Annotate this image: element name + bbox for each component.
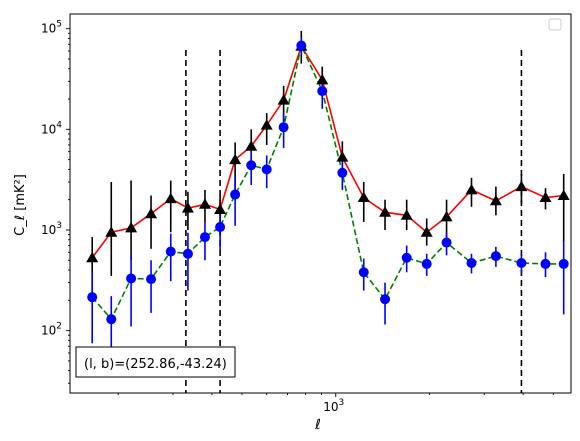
circle-marker: [126, 273, 137, 284]
circle-marker: [466, 257, 477, 268]
annotation-text: (l, b)=(252.86,-43.24): [84, 357, 227, 372]
circle-marker: [441, 237, 452, 248]
triangle-marker: [245, 140, 258, 151]
triangle-marker: [181, 202, 194, 213]
triangle-marker: [465, 183, 478, 195]
triangle-marker: [145, 207, 158, 219]
y-tick-label: 105: [41, 20, 62, 36]
circle-marker: [540, 258, 551, 269]
triangle-marker: [539, 191, 552, 203]
circle-marker: [246, 160, 257, 171]
triangle-marker: [557, 189, 570, 201]
triangle-marker: [198, 198, 211, 209]
triangle-marker: [357, 191, 370, 203]
circle-marker: [215, 222, 226, 233]
triangle-marker: [277, 94, 290, 105]
circle-marker: [337, 167, 348, 178]
y-tick-label: 102: [41, 322, 62, 338]
triangle-marker: [336, 151, 349, 162]
axes: [69, 13, 572, 394]
data-markers: [86, 40, 570, 325]
triangle-marker: [420, 226, 433, 237]
circle-marker: [558, 258, 569, 269]
circle-marker: [401, 252, 412, 263]
circle-marker: [230, 189, 241, 200]
triangle-marker: [164, 192, 177, 204]
circle-marker: [199, 232, 210, 243]
triangle-marker: [125, 221, 138, 233]
circle-marker: [516, 257, 527, 268]
y-tick-label: 103: [41, 221, 62, 237]
triangle-marker: [440, 210, 453, 222]
circle-marker: [106, 314, 117, 325]
circle-marker: [278, 122, 289, 133]
circle-marker: [380, 294, 391, 305]
triangle-marker: [379, 206, 392, 217]
circle-marker: [296, 40, 307, 51]
circle-marker: [317, 86, 328, 97]
y-axis-label: C_ℓ [mK²]: [13, 174, 28, 236]
circle-marker: [490, 251, 501, 262]
triangle-marker: [400, 209, 413, 220]
triangle-marker: [316, 73, 329, 85]
triangle-marker: [515, 180, 528, 192]
legend-box: [548, 18, 562, 31]
triangle-marker: [489, 194, 502, 206]
annotation-box: (l, b)=(252.86,-43.24): [75, 346, 236, 378]
circle-marker: [421, 258, 432, 269]
tick-marks: 102 103 104 105 103: [41, 20, 554, 414]
circle-marker: [87, 292, 98, 303]
triangle-marker: [260, 119, 273, 130]
circle-marker: [358, 267, 369, 278]
x-axis-label: ℓ: [314, 417, 321, 433]
circle-marker: [182, 248, 193, 259]
x-tick-label: 103: [323, 398, 344, 414]
circle-marker: [146, 274, 157, 285]
y-tick-label: 104: [41, 120, 62, 136]
circle-marker: [165, 246, 176, 257]
circle-marker: [261, 164, 272, 175]
triangle-marker: [214, 203, 227, 214]
triangle-marker: [105, 226, 118, 237]
triangle-marker: [229, 153, 242, 165]
triangle-marker: [86, 251, 99, 263]
plot-frame: [69, 13, 572, 394]
